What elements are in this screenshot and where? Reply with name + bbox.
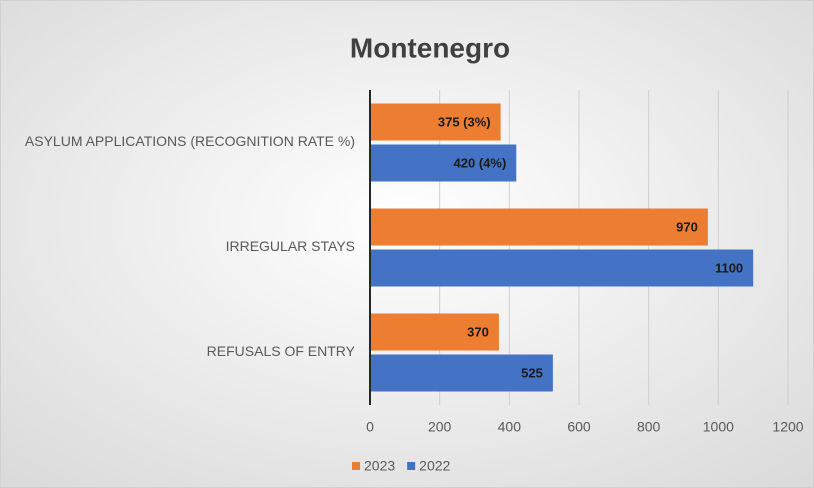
- legend-label: 2023: [364, 458, 395, 474]
- legend-swatch: [407, 462, 416, 470]
- value-label: 375 (3%): [438, 114, 491, 129]
- bar: [370, 144, 517, 182]
- x-tick-label: 800: [637, 419, 661, 435]
- bar: [370, 313, 499, 351]
- value-label: 370: [467, 324, 489, 339]
- value-label: 420 (4%): [454, 155, 507, 170]
- bar: [370, 103, 501, 141]
- x-tick-label: 200: [428, 419, 452, 435]
- value-label: 1100: [715, 260, 743, 275]
- category-label: ASYLUM APPLICATIONS (RECOGNITION RATE %): [25, 133, 355, 149]
- bar: [370, 208, 708, 246]
- value-label: 970: [676, 219, 698, 234]
- bar: [370, 249, 754, 287]
- category-label: REFUSALS OF ENTRY: [207, 343, 356, 359]
- x-tick-label: 400: [498, 419, 522, 435]
- bar: [370, 354, 553, 392]
- chart-title: Montenegro: [350, 32, 510, 63]
- legend-label: 2022: [419, 458, 450, 474]
- x-tick-label: 1000: [703, 419, 734, 435]
- category-label: IRREGULAR STAYS: [226, 238, 355, 254]
- x-tick-label: 1200: [772, 419, 803, 435]
- value-label: 525: [521, 365, 543, 380]
- legend-swatch: [352, 462, 360, 470]
- x-tick-label: 600: [567, 419, 591, 435]
- x-tick-label: 0: [366, 419, 374, 435]
